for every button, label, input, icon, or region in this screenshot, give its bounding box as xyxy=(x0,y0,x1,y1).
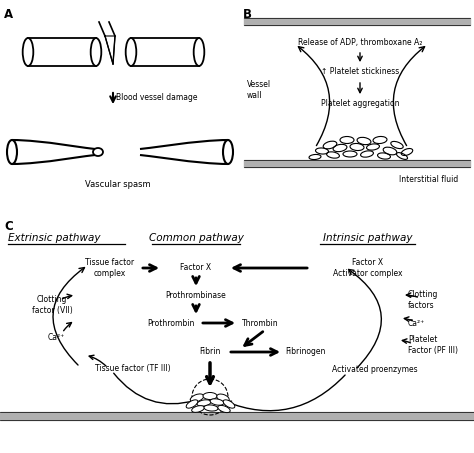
Text: Factor X
Activator complex: Factor X Activator complex xyxy=(333,258,403,278)
Ellipse shape xyxy=(223,140,233,164)
Ellipse shape xyxy=(223,400,235,408)
Text: Platelet aggregation: Platelet aggregation xyxy=(321,100,399,109)
Text: Fibrin: Fibrin xyxy=(199,347,221,357)
Text: C: C xyxy=(4,220,13,233)
Text: Intrinsic pathway: Intrinsic pathway xyxy=(323,233,413,243)
Ellipse shape xyxy=(7,140,17,164)
Text: A: A xyxy=(4,8,13,21)
Text: B: B xyxy=(243,8,252,21)
Ellipse shape xyxy=(218,405,230,413)
Ellipse shape xyxy=(217,394,229,402)
Polygon shape xyxy=(105,36,115,64)
Text: Tissue factor
complex: Tissue factor complex xyxy=(85,258,135,278)
Ellipse shape xyxy=(191,405,204,412)
Text: Clotting
factors: Clotting factors xyxy=(408,290,438,310)
Ellipse shape xyxy=(210,399,224,405)
Text: Prothrombinase: Prothrombinase xyxy=(165,291,227,300)
Text: Vessel
wall: Vessel wall xyxy=(247,80,271,100)
Text: Clotting
factor (VII): Clotting factor (VII) xyxy=(32,295,73,315)
Ellipse shape xyxy=(186,400,198,408)
Ellipse shape xyxy=(203,392,217,400)
Ellipse shape xyxy=(191,394,204,402)
Text: Ca²⁺: Ca²⁺ xyxy=(408,318,425,328)
Ellipse shape xyxy=(204,405,218,411)
Text: Activated proenzymes: Activated proenzymes xyxy=(332,366,418,375)
Ellipse shape xyxy=(126,38,137,66)
Ellipse shape xyxy=(93,148,103,156)
Text: Vascular spasm: Vascular spasm xyxy=(85,180,151,189)
Text: Factor X: Factor X xyxy=(181,264,211,273)
Text: Ca²⁺: Ca²⁺ xyxy=(48,333,65,342)
Text: Thrombin: Thrombin xyxy=(242,318,278,328)
Text: ↑ Platelet stickiness: ↑ Platelet stickiness xyxy=(321,67,399,77)
Text: Interstitial fluid: Interstitial fluid xyxy=(399,175,458,184)
Ellipse shape xyxy=(194,38,204,66)
Text: Prothrombin: Prothrombin xyxy=(147,318,195,328)
Text: Common pathway: Common pathway xyxy=(148,233,244,243)
Text: Extrinsic pathway: Extrinsic pathway xyxy=(8,233,100,243)
Ellipse shape xyxy=(197,400,211,406)
Ellipse shape xyxy=(23,38,33,66)
Text: Blood vessel damage: Blood vessel damage xyxy=(116,93,198,102)
Text: Tissue factor (TF III): Tissue factor (TF III) xyxy=(95,363,171,372)
Text: Release of ADP, thromboxane A₂: Release of ADP, thromboxane A₂ xyxy=(298,38,422,47)
Text: Fibrinogen: Fibrinogen xyxy=(285,347,325,357)
Ellipse shape xyxy=(91,38,101,66)
Text: Platelet
Factor (PF III): Platelet Factor (PF III) xyxy=(408,335,458,355)
